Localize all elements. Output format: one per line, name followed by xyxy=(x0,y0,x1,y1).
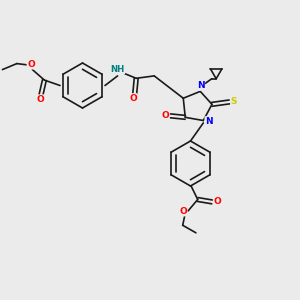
Text: S: S xyxy=(231,98,237,106)
Text: O: O xyxy=(129,94,137,103)
Text: NH: NH xyxy=(110,65,125,74)
Text: O: O xyxy=(37,95,45,104)
Text: O: O xyxy=(213,197,221,206)
Text: N: N xyxy=(205,117,213,126)
Text: N: N xyxy=(197,82,205,91)
Text: O: O xyxy=(162,111,170,120)
Text: O: O xyxy=(179,207,187,216)
Text: O: O xyxy=(27,60,35,69)
